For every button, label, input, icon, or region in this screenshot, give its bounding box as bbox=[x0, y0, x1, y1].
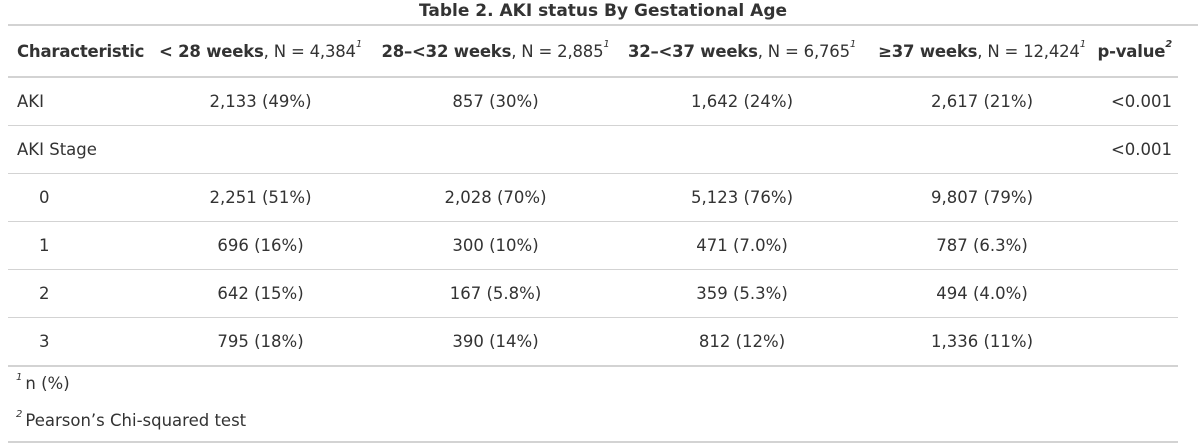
table-cell: 9,807 (79%) bbox=[867, 173, 1097, 222]
table-cell bbox=[374, 125, 617, 174]
row-label: AKI bbox=[8, 77, 147, 126]
table-cell: 2,617 (21%) bbox=[867, 77, 1097, 126]
header-group-1: < 28 weeks, N = 4,3841 bbox=[147, 26, 374, 78]
footnote-2: 2 Pearson’s Chi-squared test bbox=[8, 404, 1178, 441]
table-row-aki-stage: AKI Stage <0.001 bbox=[8, 125, 1178, 174]
table-title: Table 2. AKI status By Gestational Age bbox=[8, 0, 1198, 26]
group-label: ≥37 weeks bbox=[878, 41, 978, 61]
row-label: 0 bbox=[8, 173, 147, 222]
footnote-mark: 1 bbox=[16, 371, 23, 383]
table-row-aki: AKI 2,133 (49%) 857 (30%) 1,642 (24%) 2,… bbox=[8, 77, 1178, 126]
table-cell: 2,251 (51%) bbox=[147, 173, 374, 222]
p-value-cell: <0.001 bbox=[1097, 125, 1178, 174]
footnote-mark: 1 bbox=[355, 39, 363, 50]
group-label: 28–<32 weeks bbox=[381, 41, 512, 61]
table-cell: 2,028 (70%) bbox=[374, 173, 617, 222]
table-row-stage-3: 3 795 (18%) 390 (14%) 812 (12%) 1,336 (1… bbox=[8, 317, 1178, 367]
header-group-4: ≥37 weeks, N = 12,4241 bbox=[867, 26, 1097, 78]
footnote-text: n (%) bbox=[25, 374, 70, 393]
header-pvalue: p-value2 bbox=[1097, 26, 1178, 78]
footnote-text: Pearson’s Chi-squared test bbox=[25, 411, 247, 430]
pvalue-label: p-value bbox=[1097, 41, 1166, 61]
row-label: AKI Stage bbox=[8, 125, 147, 174]
table-cell: 795 (18%) bbox=[147, 317, 374, 367]
header-group-2: 28–<32 weeks, N = 2,8851 bbox=[374, 26, 617, 78]
group-n: , N = 2,885 bbox=[511, 41, 604, 61]
p-value-cell: <0.001 bbox=[1097, 77, 1178, 126]
group-label: 32–<37 weeks bbox=[627, 41, 758, 61]
table-cell bbox=[147, 125, 374, 174]
row-label: 2 bbox=[8, 269, 147, 318]
footnote-mark: 2 bbox=[1165, 39, 1172, 50]
header-characteristic: Characteristic bbox=[8, 26, 147, 78]
table-cell: 359 (5.3%) bbox=[617, 269, 867, 318]
table-cell: 5,123 (76%) bbox=[617, 173, 867, 222]
table-cell: 1,642 (24%) bbox=[617, 77, 867, 126]
p-value-cell bbox=[1097, 173, 1178, 222]
table-cell: 787 (6.3%) bbox=[867, 221, 1097, 270]
summary-table: Table 2. AKI status By Gestational Age C… bbox=[8, 0, 1198, 443]
table-cell: 1,336 (11%) bbox=[867, 317, 1097, 367]
table-cell: 2,133 (49%) bbox=[147, 77, 374, 126]
table-cell: 812 (12%) bbox=[617, 317, 867, 367]
p-value-cell bbox=[1097, 317, 1178, 367]
table-cell: 696 (16%) bbox=[147, 221, 374, 270]
table-cell: 494 (4.0%) bbox=[867, 269, 1097, 318]
footnote-mark: 2 bbox=[16, 408, 23, 420]
p-value-cell bbox=[1097, 221, 1178, 270]
group-n: , N = 6,765 bbox=[757, 41, 850, 61]
table-cell: 390 (14%) bbox=[374, 317, 617, 367]
footnote-mark: 1 bbox=[1079, 39, 1086, 50]
footnote-mark: 1 bbox=[849, 39, 857, 50]
footnote-mark: 1 bbox=[603, 39, 610, 50]
group-n: , N = 4,384 bbox=[263, 41, 356, 61]
data-table: Characteristic < 28 weeks, N = 4,3841 28… bbox=[8, 26, 1178, 367]
table-cell: 642 (15%) bbox=[147, 269, 374, 318]
table-cell bbox=[867, 125, 1097, 174]
table-row-stage-1: 1 696 (16%) 300 (10%) 471 (7.0%) 787 (6.… bbox=[8, 221, 1178, 270]
table-cell bbox=[617, 125, 867, 174]
row-label: 1 bbox=[8, 221, 147, 270]
table-cell: 471 (7.0%) bbox=[617, 221, 867, 270]
table-cell: 857 (30%) bbox=[374, 77, 617, 126]
header-row: Characteristic < 28 weeks, N = 4,3841 28… bbox=[8, 26, 1178, 78]
p-value-cell bbox=[1097, 269, 1178, 318]
table-row-stage-2: 2 642 (15%) 167 (5.8%) 359 (5.3%) 494 (4… bbox=[8, 269, 1178, 318]
table-cell: 167 (5.8%) bbox=[374, 269, 617, 318]
group-label: < 28 weeks bbox=[158, 41, 264, 61]
header-group-3: 32–<37 weeks, N = 6,7651 bbox=[617, 26, 867, 78]
table-cell: 300 (10%) bbox=[374, 221, 617, 270]
group-n: , N = 12,424 bbox=[977, 41, 1080, 61]
row-label: 3 bbox=[8, 317, 147, 367]
table-row-stage-0: 0 2,251 (51%) 2,028 (70%) 5,123 (76%) 9,… bbox=[8, 173, 1178, 222]
